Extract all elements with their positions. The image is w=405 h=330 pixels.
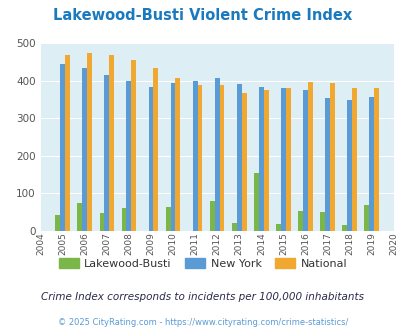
Bar	[329, 83, 334, 231]
Bar	[231, 223, 236, 231]
Bar	[275, 224, 280, 231]
Text: © 2025 CityRating.com - https://www.cityrating.com/crime-statistics/: © 2025 CityRating.com - https://www.city…	[58, 318, 347, 327]
Bar	[320, 212, 324, 231]
Legend: Lakewood-Busti, New York, National: Lakewood-Busti, New York, National	[54, 254, 351, 273]
Bar	[153, 69, 158, 231]
Bar	[341, 225, 346, 231]
Bar	[122, 209, 126, 231]
Bar	[364, 205, 369, 231]
Bar	[303, 90, 307, 231]
Bar	[258, 87, 263, 231]
Bar	[373, 88, 378, 231]
Bar	[55, 215, 60, 231]
Text: Lakewood-Busti Violent Crime Index: Lakewood-Busti Violent Crime Index	[53, 8, 352, 23]
Bar	[126, 81, 131, 231]
Bar	[285, 88, 290, 231]
Bar	[280, 88, 285, 231]
Bar	[82, 68, 87, 231]
Text: Crime Index corresponds to incidents per 100,000 inhabitants: Crime Index corresponds to incidents per…	[41, 292, 364, 302]
Bar	[60, 64, 65, 231]
Bar	[77, 203, 82, 231]
Bar	[209, 201, 214, 231]
Bar	[263, 90, 268, 231]
Bar	[131, 60, 136, 231]
Bar	[324, 98, 329, 231]
Bar	[197, 85, 202, 231]
Bar	[254, 174, 258, 231]
Bar	[99, 213, 104, 231]
Bar	[307, 82, 312, 231]
Bar	[369, 97, 373, 231]
Bar	[65, 54, 70, 231]
Bar	[170, 83, 175, 231]
Bar	[175, 78, 180, 231]
Bar	[214, 78, 219, 231]
Bar	[298, 212, 303, 231]
Bar	[104, 75, 109, 231]
Bar	[241, 93, 246, 231]
Bar	[219, 85, 224, 231]
Bar	[236, 84, 241, 231]
Bar	[351, 88, 356, 231]
Bar	[165, 207, 170, 231]
Bar	[109, 55, 114, 231]
Bar	[87, 53, 92, 231]
Bar	[192, 81, 197, 231]
Bar	[346, 100, 351, 231]
Bar	[148, 86, 153, 231]
